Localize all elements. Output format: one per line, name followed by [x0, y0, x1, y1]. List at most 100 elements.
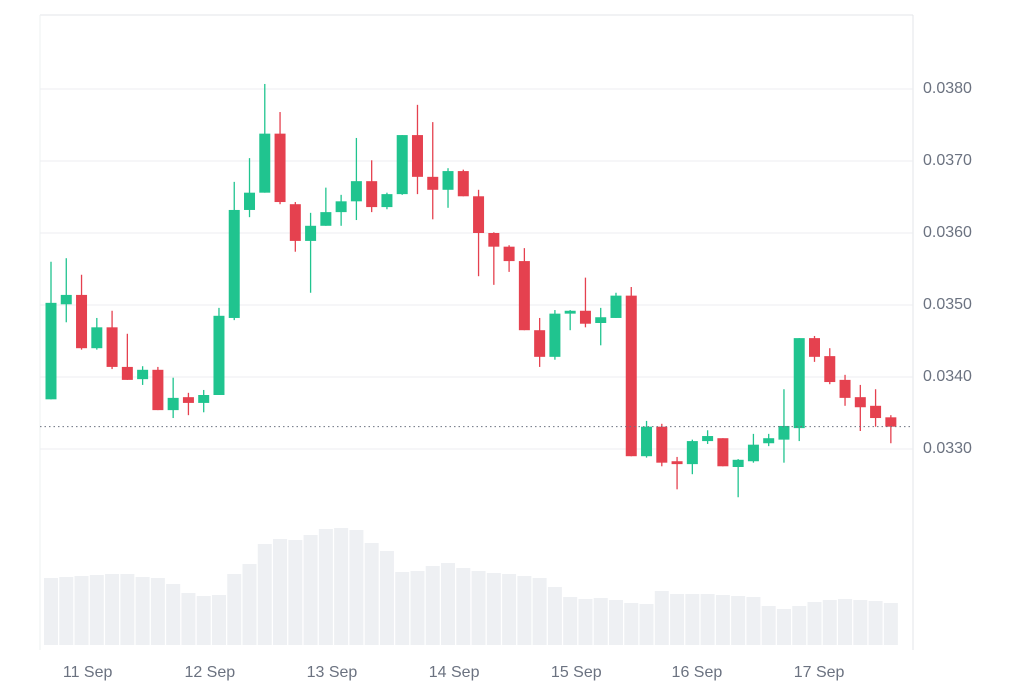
candle-body [244, 192, 256, 210]
volume-bar [59, 577, 74, 645]
candle-body [167, 397, 179, 411]
candle-body [320, 212, 332, 226]
volume-bar [608, 600, 623, 645]
candle-body [717, 438, 729, 467]
volume-bar [685, 594, 700, 645]
x-tick-label: 15 Sep [551, 664, 602, 681]
volume-bar [486, 573, 501, 645]
candle-body [534, 330, 546, 357]
x-tick-label: 13 Sep [307, 664, 358, 681]
volume-bar [761, 606, 776, 645]
candle-body [457, 171, 469, 197]
volume-bar [639, 604, 654, 645]
volume-bar [257, 544, 272, 645]
volume-bar [349, 530, 364, 645]
volume-bar [181, 593, 196, 645]
volume-bar [563, 597, 578, 645]
candle-body [427, 176, 439, 190]
candle-body [885, 417, 897, 427]
volume-bar [593, 598, 608, 645]
volume-bar [822, 600, 837, 645]
candle-body [289, 204, 301, 241]
x-tick-label: 12 Sep [184, 664, 235, 681]
candle-body [870, 405, 882, 419]
y-tick-label: 0.0360 [923, 224, 972, 241]
candle-body [335, 201, 347, 213]
candle-body [793, 338, 805, 429]
candle-body [60, 294, 72, 305]
candle-body [213, 315, 225, 395]
volume-bar [456, 568, 471, 645]
volume-bar [74, 576, 89, 645]
candle-body [366, 181, 378, 208]
volume-bar [410, 571, 425, 645]
x-tick-label: 14 Sep [429, 664, 480, 681]
volume-bar [654, 591, 669, 645]
candle-body [824, 356, 836, 383]
candle-body [381, 194, 393, 208]
y-tick-label: 0.0370 [923, 152, 972, 169]
volume-bar [868, 601, 883, 645]
candle-body [106, 327, 118, 367]
candle-body [518, 261, 530, 331]
volume-bar [807, 602, 822, 645]
candle-body [488, 233, 500, 247]
volume-bar [883, 603, 898, 645]
candle-body [503, 246, 515, 262]
volume-bar [105, 574, 120, 645]
candle-body [137, 369, 149, 380]
volume-bar [44, 578, 58, 645]
candle-body [610, 295, 622, 318]
x-tick-label: 11 Sep [63, 664, 113, 681]
candle-body [579, 310, 591, 324]
candle-body [641, 426, 653, 457]
candle-body [91, 327, 103, 349]
y-tick-label: 0.0380 [923, 80, 972, 97]
volume-bar [242, 564, 257, 645]
volume-bar [547, 587, 562, 645]
volume-bar [715, 595, 730, 645]
volume-bar [502, 574, 517, 645]
candle-body [763, 438, 775, 444]
candle-body [702, 436, 714, 442]
candle-body [473, 196, 485, 233]
candle-body [595, 317, 607, 323]
volume-bar [517, 576, 532, 645]
candle-body [686, 441, 698, 465]
volume-bar [441, 563, 456, 645]
candle-body [45, 302, 57, 400]
candle-body [778, 425, 790, 440]
volume-bar [853, 600, 868, 645]
volume-bar [792, 606, 807, 645]
volume-bar [670, 594, 685, 645]
candle-body [656, 426, 668, 463]
candle-body [121, 366, 133, 380]
candle-body [259, 133, 271, 193]
volume-bar [303, 535, 318, 645]
volume-bar [150, 578, 165, 645]
candle-body [671, 461, 683, 465]
candle-body [747, 444, 759, 462]
y-tick-label: 0.0340 [923, 368, 972, 385]
candle-body [839, 379, 851, 398]
volume-bar [288, 540, 303, 645]
volume-bar [273, 539, 288, 645]
candle-body [76, 294, 88, 349]
volume-bar [196, 596, 211, 645]
volume-bar [532, 578, 547, 645]
volume-bar [731, 596, 746, 645]
volume-bar [166, 584, 181, 645]
candle-body [625, 295, 637, 457]
candle-body [198, 395, 210, 403]
candle-body [182, 397, 194, 403]
volume-bar [624, 603, 639, 645]
y-tick-label: 0.0330 [923, 440, 972, 457]
volume-bar [318, 529, 333, 645]
y-tick-label: 0.0350 [923, 296, 972, 313]
candle-body [411, 135, 423, 177]
volume-bar [89, 575, 104, 645]
candle-body [152, 369, 164, 411]
candle-body [549, 313, 561, 357]
candle-body [732, 459, 744, 467]
